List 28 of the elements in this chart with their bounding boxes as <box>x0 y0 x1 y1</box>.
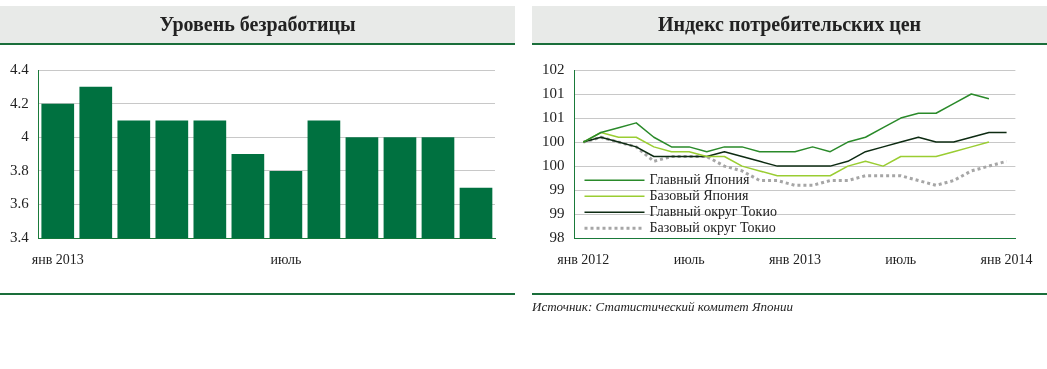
x-tick-label: июль <box>673 252 705 268</box>
y-tick-label: 4 <box>21 128 30 145</box>
y-tick-label: 100 <box>542 157 565 174</box>
legend-label: Главный Япония <box>649 171 751 187</box>
x-tick-label: июль <box>885 252 917 268</box>
x-tick-label: янв 2013 <box>31 252 84 268</box>
y-tick-label: 101 <box>542 108 565 125</box>
y-tick-label: 99 <box>549 205 565 222</box>
legend-label: Базовый Япония <box>649 187 750 203</box>
y-tick-label: 99 <box>549 181 565 198</box>
x-tick-label: июль <box>270 252 302 268</box>
legend-label: Главный округ Токио <box>649 203 777 219</box>
y-tick-label: 4.4 <box>10 60 30 77</box>
y-tick-label: 3.6 <box>10 195 30 212</box>
x-tick-label: янв 2014 <box>980 252 1033 268</box>
text: Источник: Статистический комитет Японии <box>532 299 794 315</box>
y-tick-label: 101 <box>542 84 565 101</box>
y-tick-label: 4.2 <box>10 94 29 111</box>
y-tick-label: 102 <box>542 60 565 77</box>
y-tick-label: 98 <box>549 229 565 246</box>
x-tick-label: янв 2012 <box>557 252 610 268</box>
chart-title: Индекс потребительских цен <box>532 6 1047 45</box>
x-tick-label: янв 2013 <box>768 252 821 268</box>
legend-label: Базовый округ Токио <box>649 219 776 235</box>
y-tick-label: 3.8 <box>10 161 29 178</box>
y-tick-label: 3.4 <box>10 229 30 246</box>
chart-title: Уровень безработицы <box>0 6 515 45</box>
y-tick-label: 100 <box>542 133 565 150</box>
